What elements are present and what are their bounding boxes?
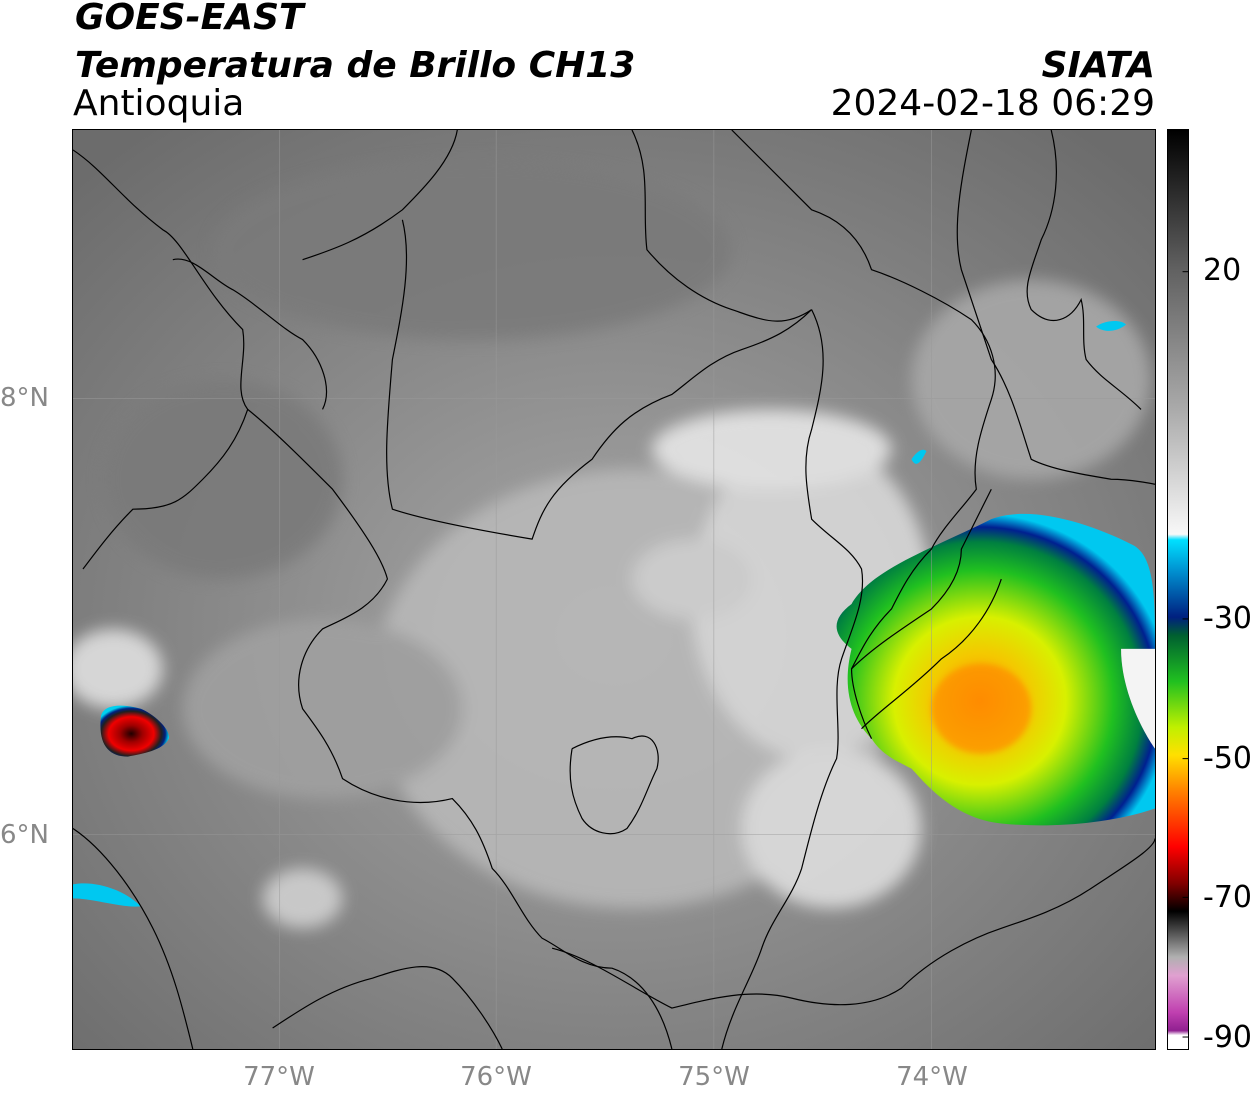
colorbar-tick-minus70: -70	[1203, 880, 1252, 915]
region-label: Antioquia	[73, 83, 245, 124]
lon-label-76w: 76°W	[460, 1062, 532, 1092]
colorbar-tick-minus30: -30	[1203, 601, 1252, 636]
storm-cloud-west	[100, 705, 169, 757]
boundary-north-east	[956, 130, 1155, 485]
coastline-west	[73, 149, 249, 570]
gulf-coast	[172, 258, 328, 410]
colorbar-tick-minus50: -50	[1203, 741, 1252, 776]
boundary-ne-lake	[1026, 130, 1142, 410]
boundary-choco-south	[73, 827, 194, 1049]
colorbar-gradient	[1168, 130, 1188, 1049]
colorbar-tick-minus90: -90	[1203, 1020, 1252, 1055]
cold-patch-ne	[1096, 321, 1127, 331]
boundary-storm-line	[851, 488, 992, 670]
lat-label-6n: 6°N	[0, 820, 49, 850]
boundaries	[73, 130, 1155, 1049]
datetime-label: 2024-02-18 06:29	[830, 83, 1155, 124]
lat-label-8n: 8°N	[0, 383, 49, 413]
product-title: Temperatura de Brillo CH13	[75, 45, 636, 86]
organization-label: SIATA	[1041, 45, 1155, 86]
storm-cloud-east	[836, 513, 1155, 826]
satellite-map	[72, 129, 1156, 1050]
colorbar-tick-20: 20	[1203, 253, 1242, 288]
satellite-title: GOES-EAST	[75, 0, 304, 38]
boundary-cordoba	[631, 130, 812, 322]
boundary-antioquia-west	[247, 408, 673, 1049]
graticule	[73, 130, 1155, 1049]
boundary-antioquia-east	[721, 309, 864, 1049]
boundary-south-2	[551, 838, 1155, 1009]
municipality-enclave	[569, 735, 659, 835]
lon-label-77w: 77°W	[243, 1062, 315, 1092]
boundary-north	[386, 219, 813, 540]
lon-label-74w: 74°W	[896, 1062, 968, 1092]
coast-north	[302, 130, 458, 261]
lon-label-75w: 75°W	[678, 1062, 750, 1092]
boundary-south-1	[272, 966, 503, 1049]
boundary-santander	[731, 130, 996, 739]
cold-patch-sw	[73, 883, 141, 907]
boundary-storm-line-2	[861, 578, 1002, 730]
colorbar	[1167, 129, 1189, 1050]
